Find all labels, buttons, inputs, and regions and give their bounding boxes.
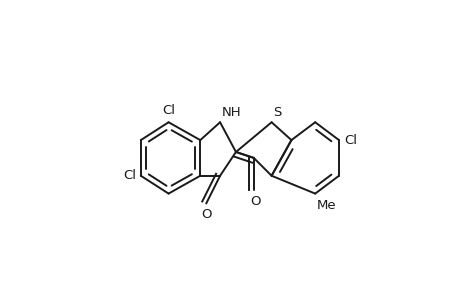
Text: Cl: Cl bbox=[162, 104, 175, 117]
Text: S: S bbox=[273, 106, 281, 119]
Text: O: O bbox=[201, 208, 211, 221]
Text: Cl: Cl bbox=[123, 169, 135, 182]
Text: Cl: Cl bbox=[343, 134, 356, 147]
Text: NH: NH bbox=[222, 106, 241, 119]
Text: O: O bbox=[250, 195, 260, 208]
Text: Me: Me bbox=[317, 199, 336, 212]
